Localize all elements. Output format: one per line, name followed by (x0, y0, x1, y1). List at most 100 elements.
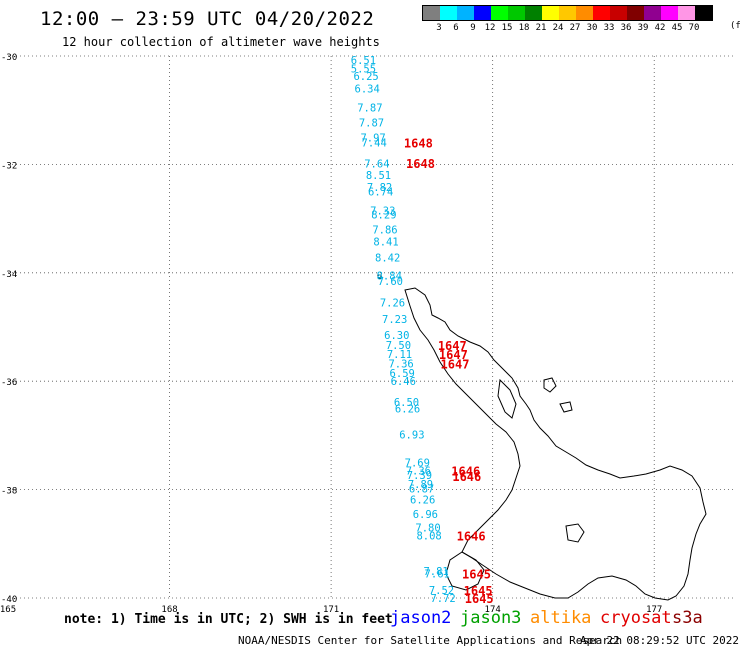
swh-value: 6.87 (409, 484, 434, 496)
swh-value: 7.26 (380, 298, 405, 310)
lon-label: 168 (161, 605, 177, 615)
time-value: 1648 (406, 157, 435, 171)
swh-value: 7.87 (359, 118, 384, 130)
swh-value: 7.86 (372, 224, 397, 236)
time-value: 1647 (441, 357, 470, 371)
cape-island (559, 401, 573, 413)
satellite-cryosat: cryosat (600, 608, 672, 628)
lat-label: -38 (1, 487, 17, 497)
swh-value: 6.25 (353, 71, 378, 83)
chart-subtitle: 12 hour collection of altimeter wave hei… (62, 35, 380, 49)
legend-swatch-2 (457, 6, 474, 20)
swh-value: 6.30 (384, 330, 409, 342)
satellite-s3a: s3a (672, 608, 703, 628)
legend-swatch-4 (491, 6, 508, 20)
legend-label: 27 (569, 23, 581, 33)
swh-value: 8.42 (375, 253, 400, 265)
legend-label: 42 (654, 23, 666, 33)
time-value: 1646 (452, 470, 481, 484)
time-value: 1646 (451, 465, 480, 479)
legend-swatch-6 (525, 6, 542, 20)
time-value: 1645 (465, 592, 494, 606)
legend-label: 30 (586, 23, 598, 33)
swh-value: 6.93 (399, 429, 424, 441)
legend-swatch-9 (576, 6, 593, 20)
time-value: 1647 (439, 348, 468, 362)
satellite-jason3: jason3 (460, 608, 522, 628)
legend-swatch-8 (559, 6, 576, 20)
lat-label: -36 (1, 378, 17, 388)
swh-value: 7.36 (388, 358, 413, 370)
swh-value: 6.96 (413, 509, 438, 521)
lake-taupo (565, 523, 585, 543)
swh-value: 6.46 (391, 376, 416, 388)
legend-label: 12 (484, 23, 496, 33)
lon-label: 174 (485, 605, 501, 615)
legend-label: 39 (637, 23, 649, 33)
legend-swatch-16 (695, 6, 712, 20)
legend-label: 24 (552, 23, 564, 33)
swh-value: 8.51 (366, 170, 391, 182)
north-island-coast (404, 287, 707, 601)
chart-title: 12:00 – 23:59 UTC 04/20/2022 (40, 8, 375, 30)
legend-label: 45 (671, 23, 683, 33)
legend-labels: 3 6 9 12 15 18 21 24 27 30 33 36 39 42 45 70 (422, 23, 713, 37)
swh-value: 6.51 (351, 55, 376, 67)
swh-value: 6.59 (390, 368, 415, 380)
legend-label: 21 (535, 23, 547, 33)
note-text: note: 1) Time is in UTC; 2) SWH is in fe… (64, 612, 393, 627)
great-barrier-island (543, 377, 557, 393)
legend-swatch-14 (661, 6, 678, 20)
coromandel-coast (497, 378, 517, 419)
lat-label: -34 (1, 270, 17, 280)
swh-value: 6.26 (410, 494, 435, 506)
legend-unit: (ft) (730, 21, 740, 31)
time-value: 1645 (462, 568, 491, 582)
legend-label: 36 (620, 23, 632, 33)
small-island (377, 274, 382, 279)
swh-value: 7.11 (387, 349, 412, 361)
legend-swatch-10 (593, 6, 610, 20)
swh-value: 7.87 (357, 102, 382, 114)
legend-swatch-0 (423, 6, 440, 20)
swh-value: 7.80 (415, 523, 440, 535)
legend-label: 18 (518, 23, 530, 33)
legend-swatch-1 (440, 6, 457, 20)
footer-credit: NOAA/NESDIS Center for Satellite Applica… (238, 634, 623, 647)
time-value: 1648 (404, 137, 433, 151)
swh-value: 7.97 (360, 132, 385, 144)
lon-label: 165 (0, 605, 16, 615)
swh-value: 7.44 (362, 138, 387, 150)
satellite-jason2: jason2 (390, 608, 452, 628)
lat-label: -32 (1, 161, 17, 171)
legend-swatch-7 (542, 6, 559, 20)
swh-value: 7.82 (367, 182, 392, 194)
legend-label: 6 (453, 23, 459, 33)
swh-value: 8.29 (371, 209, 396, 221)
swh-value: 6.74 (368, 187, 393, 199)
swh-value: 7.64 (364, 158, 389, 170)
legend-swatches (422, 5, 713, 21)
footer-timestamp: Apr 22 08:29:52 UTC 2022 (580, 634, 739, 647)
swh-value: 7.39 (407, 470, 432, 482)
swh-value: 6.50 (394, 397, 419, 409)
taranaki-coast (445, 551, 485, 591)
swh-value: 7.72 (430, 593, 455, 605)
swh-value: 7.23 (382, 314, 407, 326)
legend-label: 33 (603, 23, 615, 33)
time-value: 1646 (457, 530, 486, 544)
swh-value: 7.36 (406, 466, 431, 478)
lon-label: 177 (646, 605, 662, 615)
swh-value: 8.41 (373, 236, 398, 248)
swh-value: 7.50 (386, 340, 411, 352)
swh-value: 8.08 (416, 531, 441, 543)
swh-value: 7.81 (423, 566, 448, 578)
swh-value: 8.84 (377, 271, 402, 283)
swh-value: 7.69 (405, 458, 430, 470)
lat-label: -40 (1, 595, 17, 605)
swh-value: 7.33 (370, 205, 395, 217)
legend-swatch-3 (474, 6, 491, 20)
swh-value: 6.34 (355, 84, 380, 96)
